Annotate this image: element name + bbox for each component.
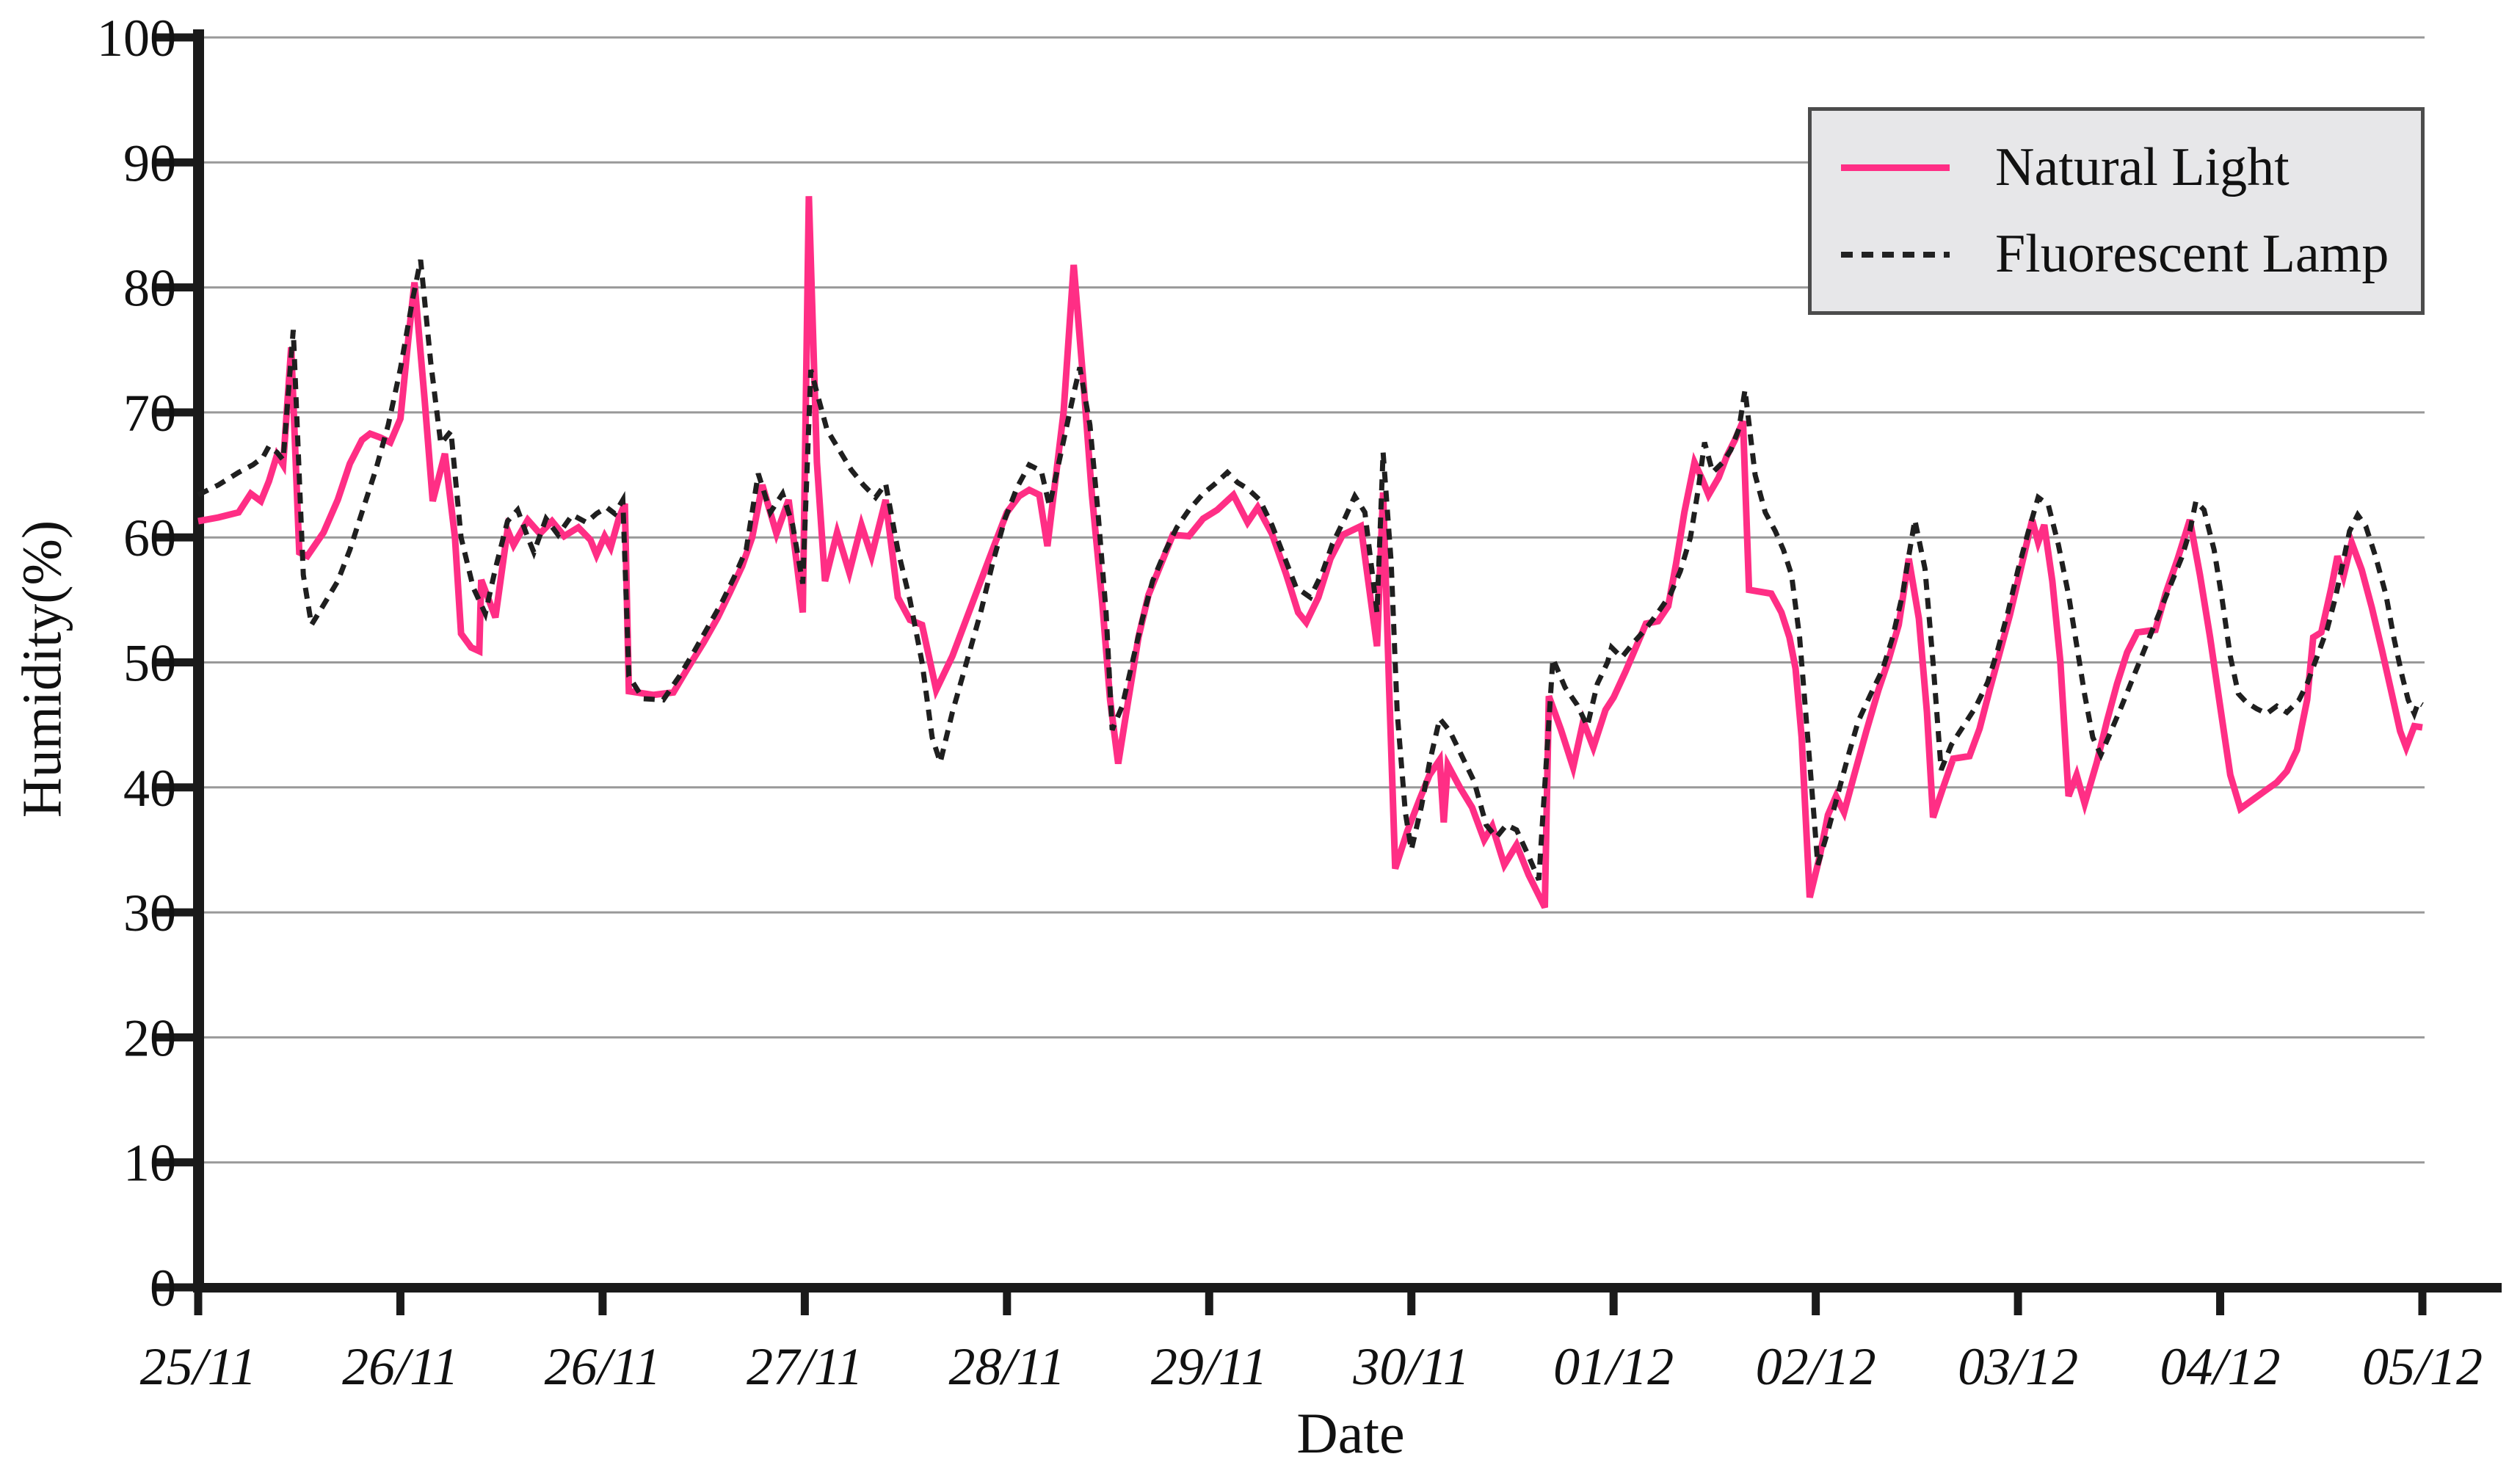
- y-tick: [156, 658, 203, 666]
- y-tick: [156, 1283, 203, 1292]
- x-tick: [2216, 1283, 2225, 1315]
- legend: Natural Light Fluorescent Lamp: [1808, 107, 2425, 315]
- x-tick-label: 04/12: [2160, 1337, 2281, 1396]
- x-tick: [1609, 1283, 1618, 1315]
- y-tick-label: 0: [150, 1259, 176, 1317]
- natural-light-line-swatch: [1841, 164, 1950, 171]
- x-tick-label: 01/12: [1553, 1337, 1674, 1396]
- y-tick-label: 90: [123, 134, 176, 192]
- x-tick: [2418, 1283, 2427, 1315]
- x-tick-label: 28/11: [948, 1337, 1065, 1396]
- y-tick-label: 50: [123, 634, 176, 693]
- x-tick-label: 30/11: [1352, 1337, 1470, 1396]
- x-tick: [800, 1283, 809, 1315]
- y-tick-label: 60: [123, 509, 176, 567]
- x-tick-label: 26/11: [545, 1337, 661, 1396]
- y-tick-label: 100: [97, 9, 176, 68]
- x-tick: [1812, 1283, 1820, 1315]
- x-axis-spine: [193, 1283, 2502, 1293]
- fluorescent-lamp-line-swatch: [1841, 251, 1950, 258]
- y-tick: [156, 783, 203, 792]
- x-tick: [396, 1283, 404, 1315]
- x-tick: [1205, 1283, 1213, 1315]
- legend-label-natural-light: Natural Light: [1995, 137, 2290, 197]
- y-tick-label: 20: [123, 1008, 176, 1067]
- y-tick-label: 70: [123, 384, 176, 443]
- x-tick: [598, 1283, 607, 1315]
- y-tick-label: 10: [123, 1134, 176, 1193]
- x-tick-label: 29/11: [1151, 1337, 1268, 1396]
- legend-item-natural-light: Natural Light: [1812, 137, 2421, 199]
- x-axis-title: Date: [1296, 1401, 1405, 1465]
- x-tick: [1407, 1283, 1416, 1315]
- legend-label-fluorescent-lamp: Fluorescent Lamp: [1995, 224, 2389, 285]
- y-tick-label: 40: [123, 759, 176, 818]
- series-line-fluorescent-lamp: [197, 259, 2424, 881]
- y-tick: [156, 533, 203, 542]
- y-tick: [156, 1033, 203, 1041]
- legend-item-fluorescent-lamp: Fluorescent Lamp: [1812, 223, 2421, 286]
- x-tick: [194, 1283, 203, 1315]
- x-tick-label: 26/11: [342, 1337, 459, 1396]
- y-tick-label: 30: [123, 884, 176, 942]
- y-tick: [156, 408, 203, 417]
- y-tick: [156, 1158, 203, 1167]
- y-tick: [156, 158, 203, 167]
- series-line-natural-light: [197, 196, 2423, 909]
- y-tick: [156, 283, 203, 292]
- x-tick: [2014, 1283, 2022, 1315]
- x-tick-label: 03/12: [1958, 1337, 2078, 1396]
- y-tick: [156, 33, 203, 42]
- x-tick: [1003, 1283, 1012, 1315]
- y-tick: [156, 908, 203, 917]
- x-tick-label: 02/12: [1756, 1337, 1876, 1396]
- y-axis-title: Humidity(%): [11, 520, 73, 818]
- y-tick-label: 80: [123, 259, 176, 318]
- x-tick-label: 05/12: [2362, 1337, 2483, 1396]
- x-tick-label: 25/11: [140, 1337, 257, 1396]
- x-tick-label: 27/11: [747, 1337, 863, 1396]
